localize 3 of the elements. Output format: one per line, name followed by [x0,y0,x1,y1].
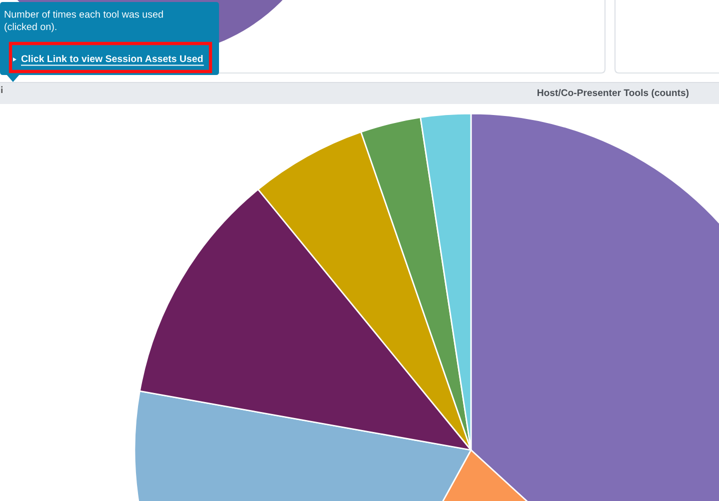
text: Number of times each tool was used (clicked on). [4,10,163,32]
text: Click Link to view Session Assets Used [21,54,203,62]
chart-title: Host/Co-Presenter Tools (counts) [538,89,689,98]
